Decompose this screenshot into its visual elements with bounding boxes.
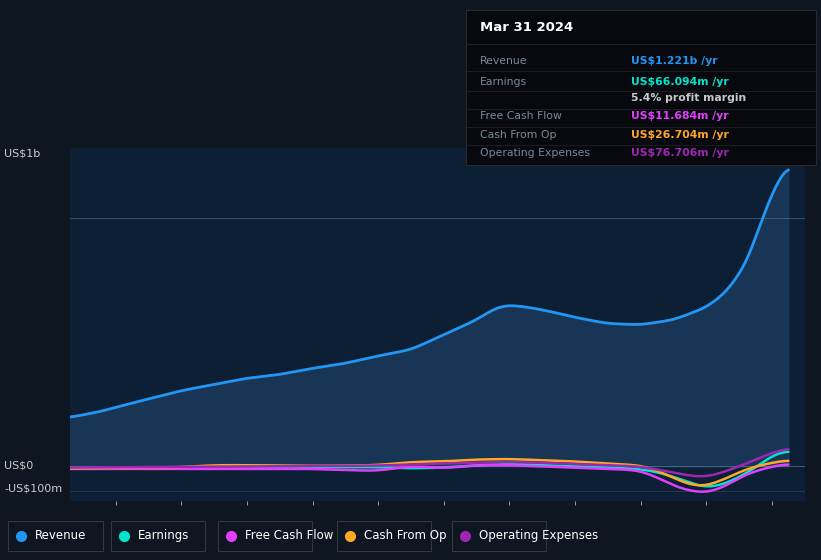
Text: US$0: US$0 <box>4 461 34 471</box>
Text: Free Cash Flow: Free Cash Flow <box>245 529 333 542</box>
Text: -US$100m: -US$100m <box>4 483 62 493</box>
Text: Earnings: Earnings <box>480 77 527 87</box>
Text: US$1b: US$1b <box>4 148 40 158</box>
Text: Free Cash Flow: Free Cash Flow <box>480 111 562 121</box>
Text: US$1.221b /yr: US$1.221b /yr <box>631 56 717 66</box>
Text: Revenue: Revenue <box>35 529 87 542</box>
Text: Mar 31 2024: Mar 31 2024 <box>480 21 573 34</box>
Text: 5.4% profit margin: 5.4% profit margin <box>631 94 745 104</box>
Text: US$76.706m /yr: US$76.706m /yr <box>631 148 728 158</box>
Text: Cash From Op: Cash From Op <box>480 130 557 140</box>
Text: Cash From Op: Cash From Op <box>364 529 446 542</box>
Text: Operating Expenses: Operating Expenses <box>480 148 590 158</box>
Text: Operating Expenses: Operating Expenses <box>479 529 598 542</box>
Text: US$26.704m /yr: US$26.704m /yr <box>631 130 728 140</box>
Text: US$66.094m /yr: US$66.094m /yr <box>631 77 728 87</box>
Text: US$11.684m /yr: US$11.684m /yr <box>631 111 728 121</box>
Text: Revenue: Revenue <box>480 56 528 66</box>
Text: Earnings: Earnings <box>138 529 190 542</box>
